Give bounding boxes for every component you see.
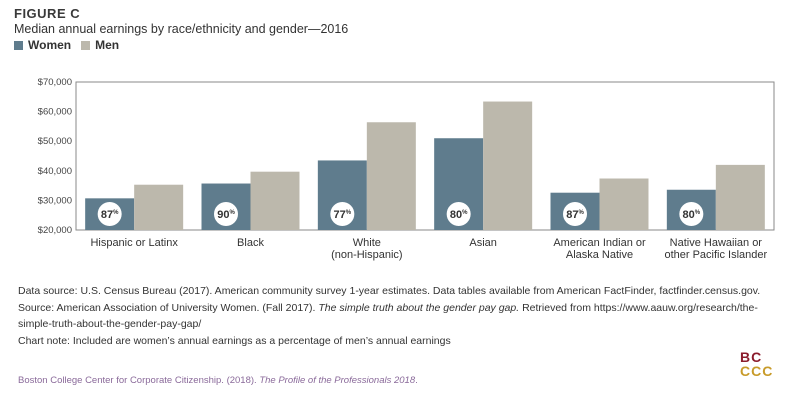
legend: Women Men bbox=[14, 38, 119, 52]
credit-suffix: . bbox=[415, 375, 418, 386]
logo-line-1: BC bbox=[740, 349, 763, 365]
x-category-label: Alaska Native bbox=[566, 249, 633, 261]
legend-swatch-men bbox=[81, 40, 91, 50]
ratio-badge bbox=[446, 202, 471, 226]
bar-men bbox=[134, 184, 184, 230]
bar-men bbox=[483, 101, 533, 230]
ratio-badges: 87% 90% 77% 80% 87% 80% bbox=[97, 202, 704, 226]
ratio-badge bbox=[563, 202, 587, 226]
chart-note: Chart note: Included are women’s annual … bbox=[18, 335, 451, 347]
x-category-label: (non-Hispanic) bbox=[331, 249, 403, 261]
source-title: The simple truth about the gender pay ga… bbox=[318, 302, 520, 314]
chart-title: Median annual earnings by race/ethnicity… bbox=[14, 22, 349, 36]
source-suffix: Retrieved from https://www.aauw.org/rese… bbox=[18, 302, 758, 330]
bc-ccc-logo: BC CCC bbox=[740, 350, 780, 378]
y-tick-label: $40,000 bbox=[38, 166, 72, 177]
x-axis-labels: Hispanic or Latinx Black White(non-Hispani… bbox=[90, 237, 767, 261]
legend-swatch-women bbox=[14, 40, 23, 50]
bar-chart: $20,000 $30,000 $40,000 $50,000 $60,000 $70,0… bbox=[38, 77, 775, 261]
ratio-badge bbox=[679, 202, 704, 226]
bar-men bbox=[715, 164, 765, 230]
y-tick-label: $50,000 bbox=[38, 136, 72, 147]
y-tick-label: $60,000 bbox=[38, 107, 72, 118]
y-tick-label: $70,000 bbox=[38, 77, 72, 88]
bar-men bbox=[250, 171, 300, 230]
logo-line-2: CCC bbox=[740, 363, 774, 379]
legend-label-men: Men bbox=[95, 38, 120, 52]
legend-label-women: Women bbox=[28, 38, 72, 52]
ratio-badge bbox=[214, 202, 238, 226]
ratio-badge bbox=[97, 202, 122, 226]
x-category-label: Hispanic or Latinx bbox=[90, 237, 178, 249]
x-category-label: other Pacific Islander bbox=[664, 249, 767, 261]
legend-item-women: Women bbox=[14, 38, 71, 52]
x-category-label: American Indian or bbox=[553, 237, 646, 249]
credit-prefix: Boston College Center for Corporate Citi… bbox=[18, 375, 260, 386]
source-note: Source: American Association of Universi… bbox=[18, 300, 788, 332]
plot-area bbox=[75, 81, 775, 231]
x-category-label: Native Hawaiian or bbox=[670, 237, 763, 249]
x-category-label: Black bbox=[237, 237, 264, 249]
bar-men bbox=[366, 122, 416, 230]
source-prefix: Source: American Association of Universi… bbox=[18, 302, 319, 314]
legend-item-men: Men bbox=[81, 38, 119, 52]
credit-title: The Profile of the Professionals 2018 bbox=[259, 375, 416, 386]
y-tick-label: $20,000 bbox=[38, 225, 72, 236]
x-category-label: White bbox=[353, 237, 381, 249]
ratio-badge bbox=[330, 202, 355, 226]
figure-label: FIGURE C bbox=[14, 6, 81, 21]
y-tick-label: $30,000 bbox=[38, 195, 72, 206]
x-category-label: Asian bbox=[469, 237, 497, 249]
chart-notes: Data source: U.S. Census Bureau (2017). … bbox=[18, 283, 788, 350]
data-source-note: Data source: U.S. Census Bureau (2017). … bbox=[18, 285, 761, 297]
bars bbox=[85, 101, 765, 230]
bar-men bbox=[599, 178, 649, 230]
y-axis: $20,000 $30,000 $40,000 $50,000 $60,000 $70,0… bbox=[38, 77, 72, 236]
footer-credit: Boston College Center for Corporate Citi… bbox=[18, 375, 418, 386]
